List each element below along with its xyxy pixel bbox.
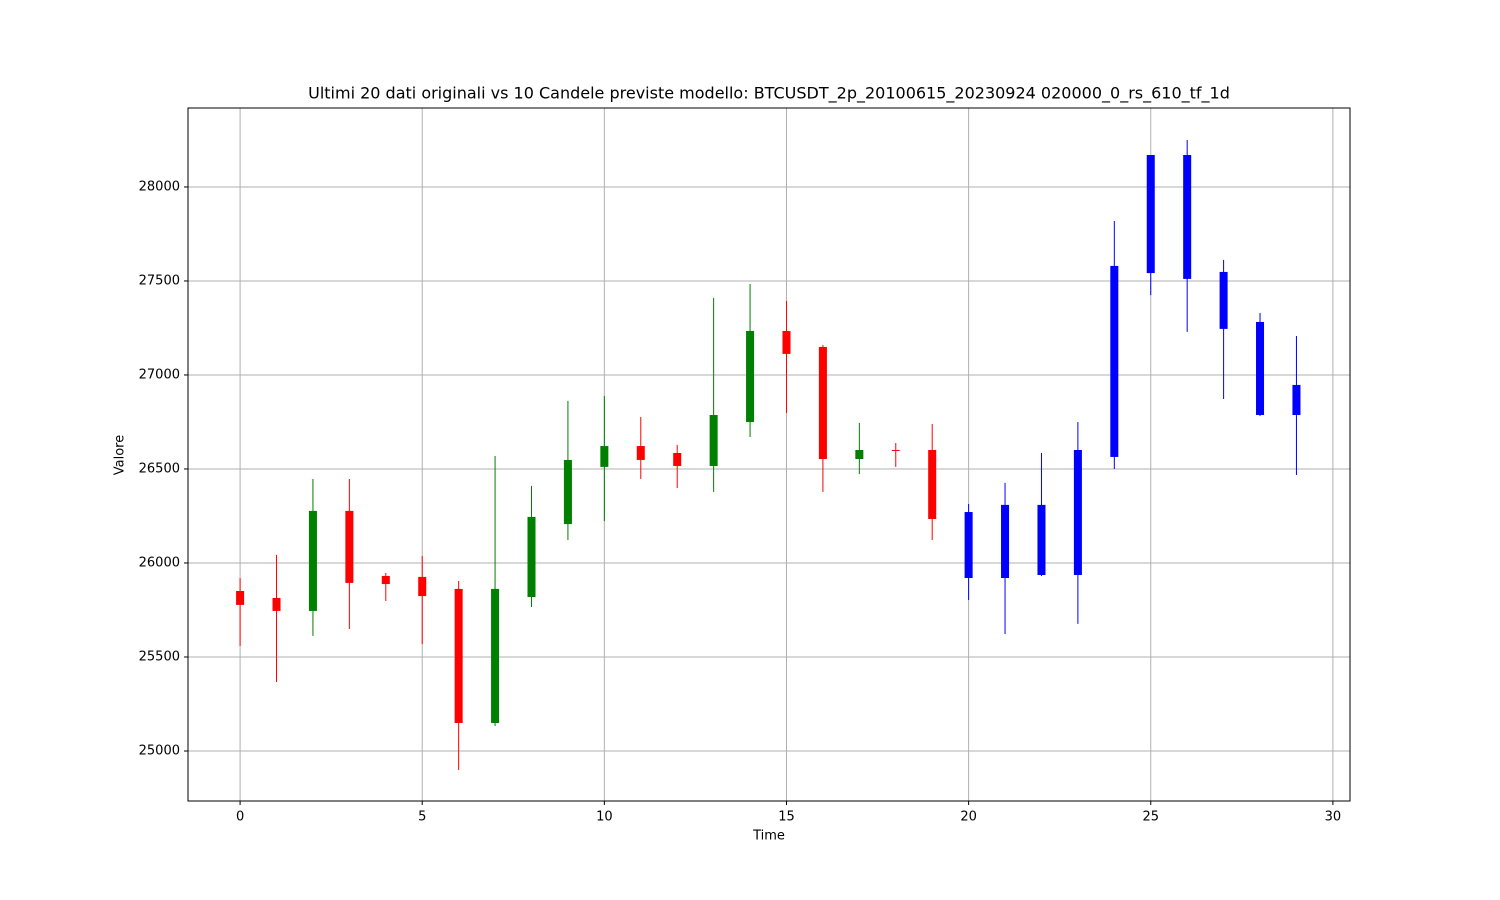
candle-body [964,512,973,579]
x-tick-label: 25 [1142,810,1159,825]
candle-body [345,510,354,583]
x-tick-label: 30 [1325,810,1342,825]
candle-body [418,576,427,597]
candle-body [673,452,682,466]
candle-body [381,575,390,585]
y-axis-label: Valore [113,435,128,475]
x-tick-label: 0 [236,810,244,825]
candle-body [491,588,500,723]
y-tick-label: 26500 [139,461,180,476]
candle-body [818,346,827,460]
candle-body [527,516,536,598]
candle-body [272,597,281,611]
candle-body [928,449,937,519]
x-tick-label: 15 [778,810,795,825]
candle-body [1183,155,1192,279]
y-tick-label: 27000 [139,367,180,382]
candle-body [891,449,900,451]
candle-body [1146,155,1155,274]
y-tick-label: 26000 [139,555,180,570]
candles [236,139,1301,770]
candle-body [1292,384,1301,416]
x-axis-label: Time [752,829,785,844]
candle-body [563,459,572,525]
y-tick-label: 27500 [139,273,180,288]
x-tick-label: 5 [418,810,426,825]
candle-body [308,510,317,611]
x-tick-label: 10 [596,810,613,825]
x-tick-label: 20 [960,810,977,825]
candle-body [1073,449,1082,576]
candle-body [782,330,791,354]
candle-body [1037,504,1046,576]
y-tick-label: 25000 [139,743,180,758]
candle-body [1219,271,1228,329]
plot-frame [187,107,1351,802]
candle-body [600,446,609,467]
candle-body [1110,265,1119,457]
y-tick-label: 25500 [139,649,180,664]
candle-body [1256,321,1265,416]
candle-body [636,446,645,460]
candle-body [1001,504,1010,579]
grid [188,108,1350,801]
candle-body [709,415,718,466]
chart-title: Ultimi 20 dati originali vs 10 Candele p… [308,84,1230,104]
candle-body [855,449,864,460]
candle-body [236,590,245,605]
candle-body [454,588,463,723]
y-tick-label: 28000 [139,179,180,194]
candle-body [746,330,755,422]
